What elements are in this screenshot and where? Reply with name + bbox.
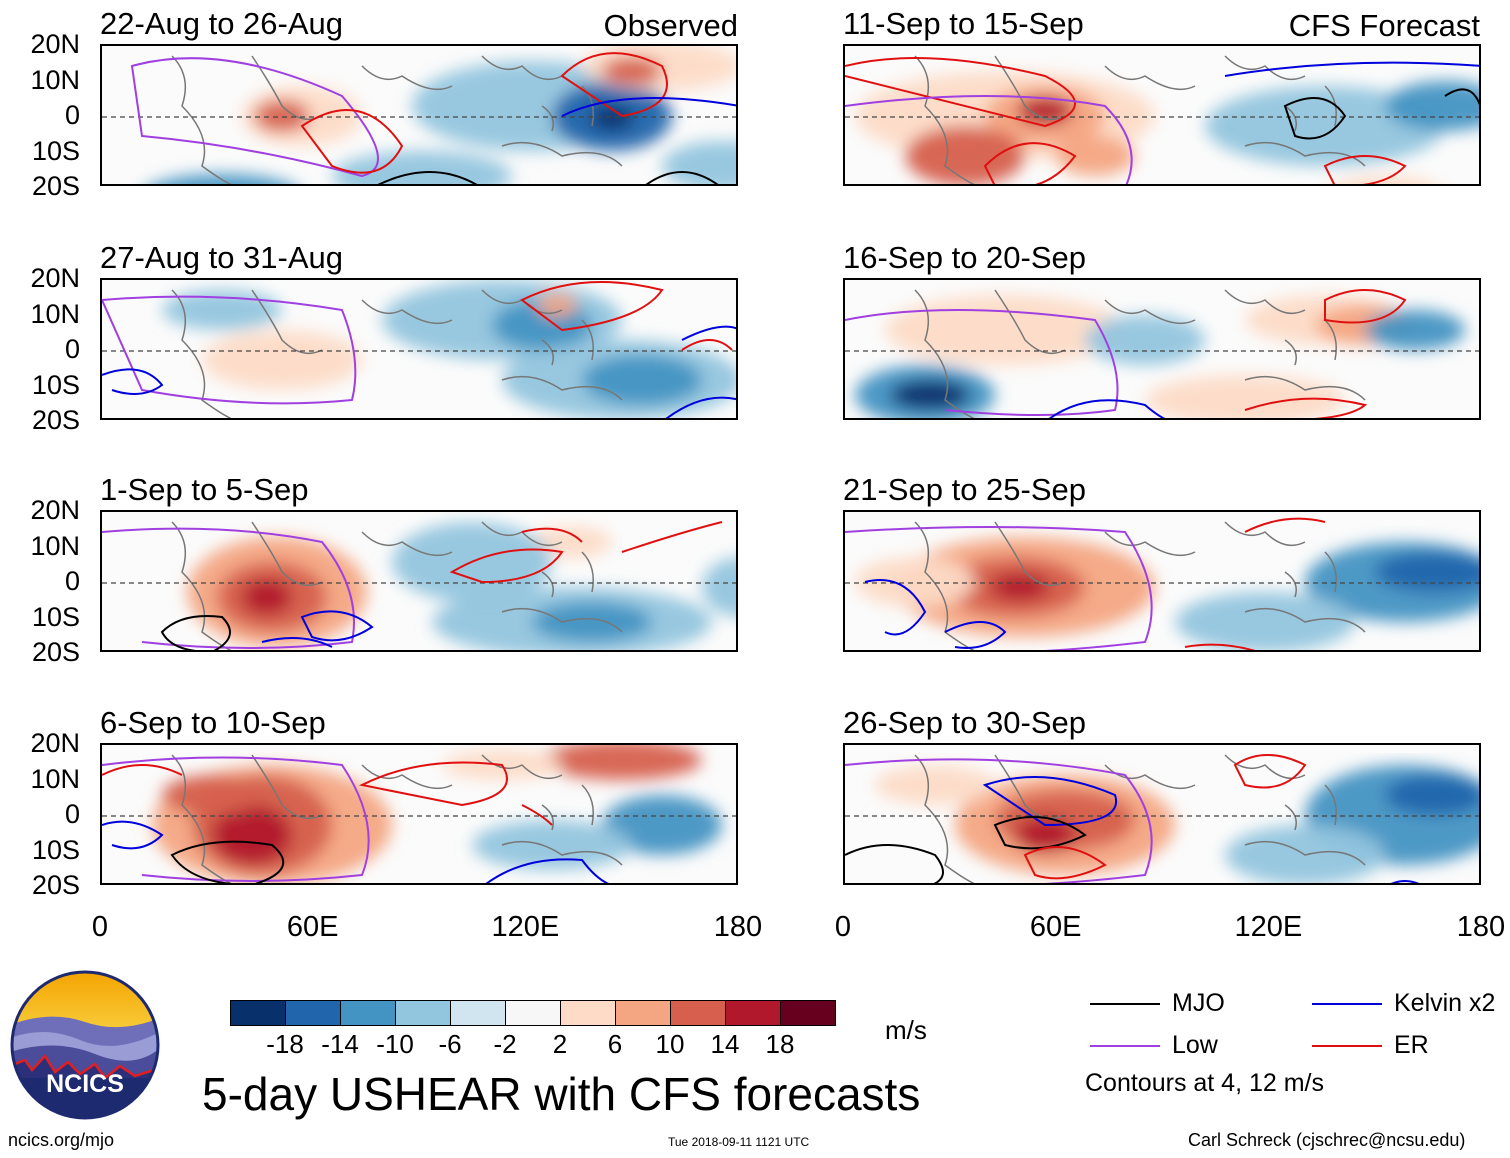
colorbar-label-5: 2 — [552, 1029, 568, 1059]
forecast-label: CFS Forecast — [1288, 8, 1480, 43]
shear-field-1 — [102, 46, 736, 184]
colorbar-swatch-1 — [285, 1000, 341, 1026]
lat-tick-5-0: 20N — [30, 495, 80, 525]
map-panel-5 — [100, 510, 738, 652]
colorbar-label-0: -18 — [266, 1029, 304, 1059]
legend-line-low — [1090, 1045, 1160, 1047]
contour-note: Contours at 4, 12 m/s — [1085, 1069, 1325, 1097]
panel-title-2: 11-Sep to 15-Sep — [843, 6, 1084, 41]
lat-tick-5-1: 10N — [30, 530, 80, 561]
colorbar-label-4: -2 — [493, 1029, 517, 1059]
lat-tick-3-3: 10S — [31, 369, 80, 400]
colorbar-swatch-3 — [395, 1000, 451, 1026]
shear-field-6 — [845, 517, 1479, 650]
colorbar-swatch-0 — [230, 1000, 286, 1026]
panel-title-8: 26-Sep to 30-Sep — [843, 705, 1087, 740]
legend-label-mjo: MJO — [1172, 989, 1225, 1017]
legend-label-er: ER — [1394, 1031, 1429, 1059]
shear-field-4 — [845, 289, 1479, 418]
colorbar-label-8: 14 — [710, 1029, 740, 1059]
lon-tick-2-0: 0 — [834, 911, 852, 943]
lon-tick-1-3: 180 — [713, 911, 763, 943]
map-panel-1 — [100, 44, 738, 186]
shear-field-8 — [845, 754, 1479, 883]
colorbar-swatch-10 — [780, 1000, 836, 1026]
panel-title-5: 1-Sep to 5-Sep — [100, 472, 309, 507]
shear-field-3 — [102, 280, 736, 418]
footer-timestamp: Tue 2018-09-11 1121 UTC — [668, 1135, 810, 1149]
legend-line-kelvin-x2 — [1312, 1003, 1382, 1005]
footer-url: ncics.org/mjo — [8, 1130, 115, 1150]
lat-tick-1-4: 20S — [31, 171, 80, 201]
main-title: 5-day USHEAR with CFS forecasts — [202, 1068, 921, 1120]
panel-title-7: 6-Sep to 10-Sep — [100, 705, 326, 740]
lat-tick-3-1: 10N — [30, 298, 80, 329]
colorbar-label-9: 18 — [765, 1029, 795, 1059]
shear-field-5 — [102, 521, 736, 650]
lat-tick-7-0: 20N — [30, 728, 80, 758]
colorbar-swatch-2 — [340, 1000, 396, 1026]
panel-title-3: 27-Aug to 31-Aug — [100, 240, 344, 275]
colorbar-label-1: -14 — [321, 1029, 359, 1059]
map-panel-2 — [843, 44, 1481, 186]
lat-tick-7-4: 20S — [31, 870, 80, 900]
shear-field-7 — [102, 745, 736, 883]
panel-title-4: 16-Sep to 20-Sep — [843, 240, 1087, 275]
colorbar-swatch-9 — [725, 1000, 781, 1026]
colorbar-label-3: -6 — [438, 1029, 462, 1059]
ncics-logo: NCICS — [10, 970, 160, 1120]
lon-tick-2-2: 120E — [1234, 911, 1303, 943]
lat-tick-3-0: 20N — [30, 263, 80, 293]
lat-tick-1-1: 10N — [30, 64, 80, 95]
map-panel-6 — [843, 510, 1481, 652]
map-panel-4 — [843, 278, 1481, 420]
lat-tick-1-3: 10S — [31, 135, 80, 166]
colorbar-swatch-8 — [670, 1000, 726, 1026]
colorbar-swatch-4 — [450, 1000, 506, 1026]
lat-tick-5-2: 0 — [64, 566, 80, 596]
lat-tick-3-4: 20S — [31, 405, 80, 435]
legend-label-low: Low — [1172, 1031, 1218, 1059]
colorbar-swatch-5 — [505, 1000, 561, 1026]
panel-title-6: 21-Sep to 25-Sep — [843, 472, 1087, 507]
shear-field-2 — [845, 55, 1479, 184]
lon-tick-2-1: 60E — [1029, 911, 1082, 943]
observed-label: Observed — [603, 8, 738, 43]
colorbar-label-2: -10 — [376, 1029, 414, 1059]
lat-tick-1-2: 0 — [64, 100, 80, 130]
lat-tick-7-2: 0 — [64, 799, 80, 829]
footer-credit: Carl Schreck (cjschrec@ncsu.edu) — [1188, 1130, 1466, 1150]
colorbar-swatch-6 — [560, 1000, 616, 1026]
lat-tick-7-1: 10N — [30, 763, 80, 794]
colorbar-units: m/s — [885, 1015, 927, 1045]
colorbar-swatch-7 — [615, 1000, 671, 1026]
colorbar-label-6: 6 — [607, 1029, 623, 1059]
lon-tick-2-3: 180 — [1456, 911, 1506, 943]
map-panel-8 — [843, 743, 1481, 885]
legend-line-er — [1312, 1045, 1382, 1047]
map-panel-3 — [100, 278, 738, 420]
colorbar-label-7: 10 — [655, 1029, 685, 1059]
lat-tick-7-3: 10S — [31, 834, 80, 865]
logo-text: NCICS — [46, 1070, 124, 1098]
lon-tick-1-0: 0 — [91, 911, 109, 943]
legend-line-mjo — [1090, 1003, 1160, 1005]
lat-tick-5-4: 20S — [31, 637, 80, 667]
lat-tick-5-3: 10S — [31, 601, 80, 632]
map-panel-7 — [100, 743, 738, 885]
panel-title-1: 22-Aug to 26-Aug — [100, 6, 344, 41]
lat-tick-3-2: 0 — [64, 334, 80, 364]
logo-graphic: NCICS — [10, 970, 160, 1120]
legend-label-kelvin-x2: Kelvin x2 — [1394, 989, 1496, 1017]
lon-tick-1-2: 120E — [491, 911, 560, 943]
lon-tick-1-1: 60E — [286, 911, 339, 943]
lat-tick-1-0: 20N — [30, 29, 80, 59]
